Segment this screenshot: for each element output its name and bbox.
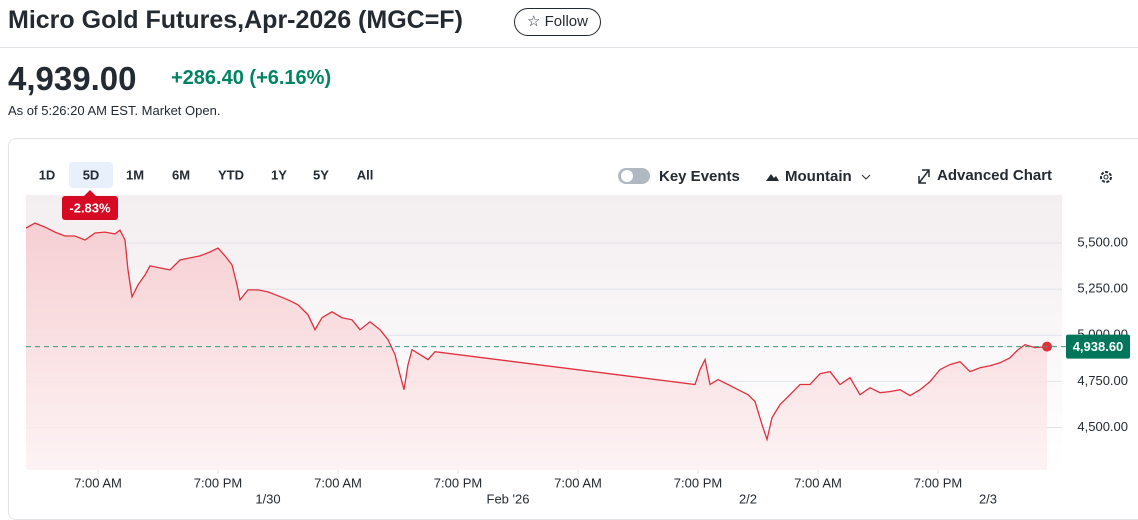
current-price-label: 4,938.60 bbox=[1073, 339, 1124, 354]
y-tick-label: 4,750.00 bbox=[1077, 373, 1128, 388]
period-change: -2.83% bbox=[69, 200, 111, 215]
x-date-label: 2/3 bbox=[979, 491, 997, 506]
divider bbox=[0, 47, 1138, 48]
range-button[interactable]: 5Y bbox=[313, 167, 329, 182]
x-tick-label: 7:00 AM bbox=[314, 475, 362, 490]
y-tick-label: 5,250.00 bbox=[1077, 281, 1128, 296]
price-line bbox=[25, 222, 1048, 442]
key-events[interactable]: Key Events bbox=[659, 168, 740, 185]
mountain-icon bbox=[766, 174, 779, 181]
x-date-label: 1/30 bbox=[255, 491, 280, 506]
price-change: +286.40 (+6.16%) bbox=[171, 67, 332, 89]
key-events-toggle[interactable] bbox=[618, 168, 650, 184]
price: 4,939.00 bbox=[8, 60, 137, 97]
x-tick-label: 7:00 PM bbox=[194, 475, 242, 490]
period-change-badge bbox=[62, 196, 118, 220]
dropdown-icon bbox=[861, 174, 871, 180]
settings-icon[interactable] bbox=[1100, 171, 1112, 183]
x-tick-label: 7:00 AM bbox=[74, 475, 122, 490]
x-date-label: Feb '26 bbox=[487, 491, 530, 506]
current-price-box bbox=[1066, 334, 1130, 359]
title: Micro Gold Futures,Apr-2026 (MGC=F) bbox=[8, 6, 463, 34]
area-fill bbox=[26, 223, 1047, 470]
range-button[interactable]: 1D bbox=[39, 167, 56, 182]
y-tick-label: 4,500.00 bbox=[1077, 419, 1128, 434]
y-tick-label: 5,500.00 bbox=[1077, 234, 1128, 249]
advanced-chart[interactable]: Advanced Chart bbox=[937, 167, 1052, 184]
range-button[interactable]: 1Y bbox=[271, 167, 287, 182]
x-tick-label: 7:00 AM bbox=[554, 475, 602, 490]
range-button[interactable]: YTD bbox=[218, 167, 244, 182]
chart-style[interactable]: Mountain bbox=[785, 168, 852, 185]
x-tick-label: 7:00 PM bbox=[434, 475, 482, 490]
x-tick-label: 7:00 PM bbox=[674, 475, 722, 490]
x-tick-label: 7:00 AM bbox=[794, 475, 842, 490]
range-button[interactable]: 5D bbox=[83, 167, 100, 182]
badge-pointer bbox=[84, 190, 96, 196]
follow-button[interactable]: ☆ Follow bbox=[514, 8, 601, 36]
range-active bbox=[69, 162, 113, 188]
range-button[interactable]: 6M bbox=[172, 167, 190, 182]
expand-icon bbox=[918, 169, 930, 184]
range-button[interactable]: All bbox=[357, 167, 374, 182]
x-tick-label: 7:00 PM bbox=[914, 475, 962, 490]
x-date-label: 2/2 bbox=[739, 491, 757, 506]
follow-label[interactable]: Follow bbox=[544, 13, 588, 30]
range-button[interactable]: 1M bbox=[126, 167, 144, 182]
as-of: As of 5:26:20 AM EST. Market Open. bbox=[8, 103, 221, 118]
